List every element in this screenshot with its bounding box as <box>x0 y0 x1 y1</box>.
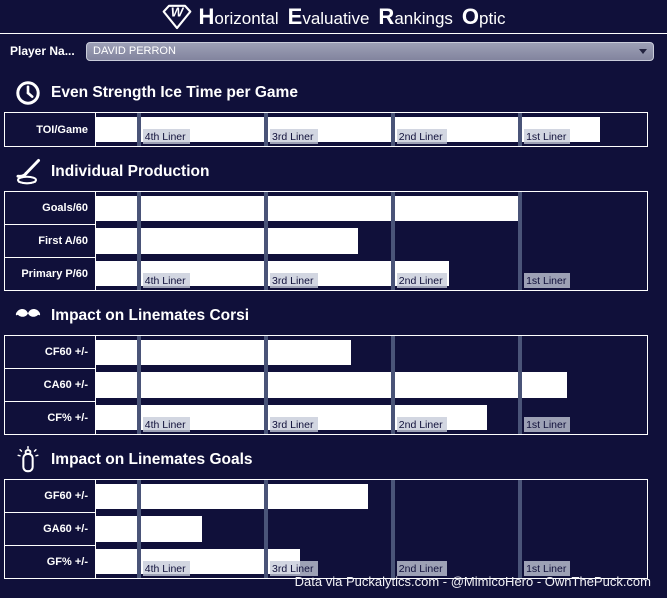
chevron-down-icon <box>639 48 647 54</box>
clock-icon <box>16 81 40 105</box>
liner-label-chip: 1st Liner <box>524 129 571 144</box>
section-title: Individual Production <box>51 163 210 180</box>
row-label: GA60 +/- <box>5 513 95 546</box>
liner-label-chip: 1st Liner <box>524 273 571 288</box>
row-label: CF60 +/- <box>5 336 95 369</box>
title-cap: O <box>461 3 480 29</box>
bar-slot <box>96 225 647 258</box>
bar-slot <box>96 336 647 369</box>
liner-threshold-line <box>264 480 269 578</box>
title-rest: orizontal <box>214 8 279 28</box>
bar-slot <box>96 369 647 402</box>
row-label: First A/60 <box>5 225 95 258</box>
hero-gem-logo-icon: W <box>163 4 192 30</box>
bar-area: 4th Liner 3rd Liner 2nd Liner 1st Liner <box>96 480 647 578</box>
svg-text:W: W <box>171 4 185 19</box>
section-title: Impact on Linemates Corsi <box>51 307 250 324</box>
row-label: CF% +/- <box>47 412 88 424</box>
section-heading-goals: Impact on Linemates Goals <box>14 446 667 474</box>
title-cap: H <box>198 3 215 29</box>
row-labels: Goals/60 First A/60 Primary P/60 <box>5 192 96 290</box>
liner-label-chip: 1st Liner <box>524 417 571 432</box>
ice-time-table: TOI/Game 4th Liner 3rd Liner 2nd Liner 1st … <box>4 112 648 147</box>
liner-threshold-line <box>390 480 395 578</box>
row-labels: GF60 +/- GA60 +/- GF% +/- <box>5 480 96 578</box>
liner-threshold-line <box>136 192 141 290</box>
liner-threshold-line <box>264 336 269 434</box>
row-labels: CF60 +/- CA60 +/- CF% +/- <box>5 336 96 434</box>
credits-footer: Data via Puckalytics.com - @MimicoHero -… <box>294 574 651 589</box>
player-selected-value: DAVID PERRON <box>93 45 176 57</box>
bar-area: 4th Liner 3rd Liner 2nd Liner 1st Liner <box>96 113 647 146</box>
section-title: Even Strength Ice Time per Game <box>51 84 298 101</box>
liner-label-chip: 1st Liner <box>524 561 571 576</box>
title-rest: valuative <box>302 8 370 28</box>
mustache-icon <box>15 309 41 317</box>
row-label: GF60 +/- <box>5 480 95 513</box>
hockey-stick-puck-icon <box>16 159 40 185</box>
corsi-table: CF60 +/- CA60 +/- CF% +/- 4th Liner 3rd Lin… <box>4 335 648 435</box>
row-label: Goals/60 <box>5 192 95 225</box>
stat-bar <box>96 195 521 222</box>
section-heading-production: Individual Production <box>14 158 667 186</box>
liner-label-chip: 4th Liner <box>142 273 190 288</box>
title-rest: ankings <box>394 8 453 28</box>
liner-threshold-line <box>390 192 395 290</box>
liner-threshold-line <box>136 480 141 578</box>
stat-bar <box>96 228 358 254</box>
row-label: GF% +/- <box>46 556 88 568</box>
section-heading-ice-time: Even Strength Ice Time per Game <box>14 79 667 107</box>
stat-bar <box>96 339 352 366</box>
section-heading-corsi: Impact on Linemates Corsi <box>14 302 667 330</box>
title-cap: R <box>378 3 395 29</box>
liner-threshold-line <box>518 480 523 578</box>
title-rest: ptic <box>479 8 506 28</box>
section-title: Impact on Linemates Goals <box>51 451 253 468</box>
liner-label-chip: 4th Liner <box>142 417 190 432</box>
liner-label-chip: 3rd Liner <box>270 417 318 432</box>
stat-bar <box>96 516 202 542</box>
title-cap: E <box>287 3 303 29</box>
liner-label-chip: 2nd Liner <box>396 417 447 432</box>
liner-label-chip: 2nd Liner <box>396 561 447 576</box>
row-label: TOI/Game <box>36 123 88 136</box>
linemate-goals-table: GF60 +/- GA60 +/- GF% +/- 4th Liner 3rd Lin… <box>4 479 648 579</box>
player-select-dropdown[interactable]: DAVID PERRON <box>86 41 654 61</box>
liner-label-chip: 3rd Liner <box>270 129 318 144</box>
player-select-row: Player Na... DAVID PERRON <box>10 41 667 61</box>
bar-area: 4th Liner 3rd Liner 2nd Liner 1st Liner <box>96 192 647 290</box>
liner-label-chip: 3rd Liner <box>270 273 318 288</box>
liner-threshold-line <box>264 192 269 290</box>
row-label: Primary P/60 <box>21 268 88 280</box>
production-table: Goals/60 First A/60 Primary P/60 4th Liner… <box>4 191 648 291</box>
liner-threshold-line <box>390 113 395 146</box>
page-title: Horizontal Evaluative Rankings Optic <box>198 4 505 30</box>
liner-label-chip: 4th Liner <box>142 129 190 144</box>
row-labels: TOI/Game <box>5 113 96 146</box>
liner-label-chip: 2nd Liner <box>396 273 447 288</box>
player-name-label: Player Na... <box>10 44 75 58</box>
liner-threshold-line <box>518 113 523 146</box>
liner-threshold-line <box>518 192 523 290</box>
liner-label-chip: 2nd Liner <box>396 129 447 144</box>
bar-area: 4th Liner 3rd Liner 2nd Liner 1st Liner <box>96 336 647 434</box>
bar-slot <box>96 513 647 546</box>
liner-threshold-line <box>390 336 395 434</box>
liner-threshold-line <box>518 336 523 434</box>
app-header: W Horizontal Evaluative Rankings Optic <box>0 0 667 34</box>
bar-slot <box>96 480 647 513</box>
liner-threshold-line <box>136 336 141 434</box>
baby-bottle-icon <box>17 446 39 473</box>
stat-bar <box>96 372 568 398</box>
liner-threshold-line <box>264 113 269 146</box>
liner-label-chip: 4th Liner <box>142 561 190 576</box>
liner-threshold-line <box>136 113 141 146</box>
stat-bar <box>96 483 369 510</box>
bar-slot <box>96 192 647 225</box>
liner-label-chip: 3rd Liner <box>270 561 318 576</box>
row-label: CA60 +/- <box>5 369 95 402</box>
